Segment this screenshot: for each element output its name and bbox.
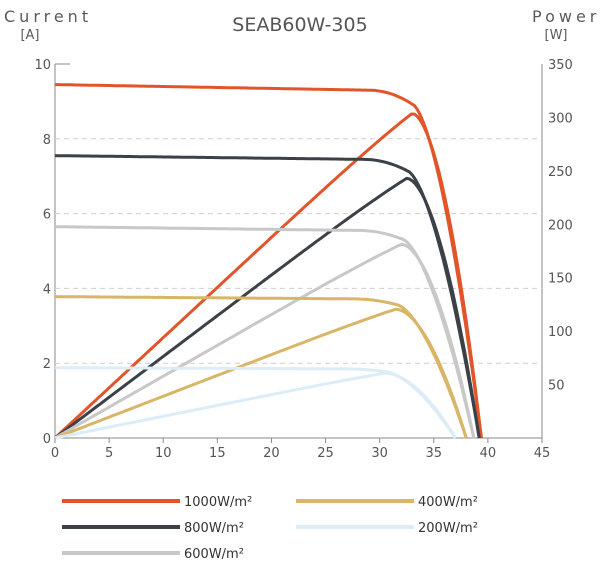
curve-layer <box>53 83 483 440</box>
y-right-axis-title: Power <box>532 7 600 26</box>
y-left-tick-label: 0 <box>43 432 51 447</box>
y-right-tick-label: 350 <box>548 58 573 73</box>
power-curve-2 <box>54 242 476 440</box>
current-curve-3 <box>54 295 468 439</box>
current-curve-4 <box>55 366 457 439</box>
current-curve-1 <box>54 154 481 439</box>
legend-label-2: 600W/m² <box>184 547 244 562</box>
x-tick-label: 20 <box>263 446 280 461</box>
current-curve-2 <box>55 225 476 439</box>
y-right-tick-label: 50 <box>548 379 565 394</box>
power-curve-3 <box>54 307 468 440</box>
legend-label-4: 200W/m² <box>418 521 478 536</box>
y-left-tick-label: 6 <box>43 208 51 223</box>
x-tick-label: 40 <box>480 446 497 461</box>
x-tick-label: 15 <box>209 446 226 461</box>
y-right-tick-label: 300 <box>548 111 573 126</box>
x-tick-label: 10 <box>155 446 172 461</box>
x-tick-label: 35 <box>426 446 443 461</box>
chart-title: SEAB60W-305 <box>232 14 367 36</box>
x-tick-label: 0 <box>51 446 59 461</box>
power-curve-0 <box>53 112 483 440</box>
tick-layer: 0 5 10 15 20 25 30 35 40 45 0 2 4 6 8 10 50 100 150 200 250 3… <box>34 58 572 461</box>
y-left-axis-title: Current <box>4 7 92 26</box>
power-curve-1 <box>54 176 481 440</box>
y-right-tick-label: 150 <box>548 272 573 287</box>
y-right-tick-label: 250 <box>548 165 573 180</box>
y-left-tick-label: 4 <box>43 282 51 297</box>
x-tick-label: 30 <box>371 446 388 461</box>
y-left-tick-label: 8 <box>43 133 51 148</box>
x-tick-label: 45 <box>534 446 551 461</box>
legend: 1000W/m² 800W/m² 600W/m² 400W/m² 200W/m² <box>62 495 478 562</box>
legend-label-0: 1000W/m² <box>184 495 252 510</box>
y-left-tick-label: 10 <box>34 58 51 73</box>
y-right-axis-unit: [W] <box>545 28 568 43</box>
current-curve-0 <box>55 83 483 439</box>
x-tick-label: 5 <box>105 446 113 461</box>
legend-label-1: 800W/m² <box>184 521 244 536</box>
x-tick-label: 25 <box>317 446 334 461</box>
y-right-tick-label: 200 <box>548 218 573 233</box>
axis-layer <box>54 63 543 439</box>
grid-layer <box>55 138 542 364</box>
y-left-tick-label: 2 <box>43 357 51 372</box>
y-right-tick-label: 100 <box>548 325 573 340</box>
y-left-axis-unit: [A] <box>20 28 39 43</box>
legend-label-3: 400W/m² <box>418 495 478 510</box>
